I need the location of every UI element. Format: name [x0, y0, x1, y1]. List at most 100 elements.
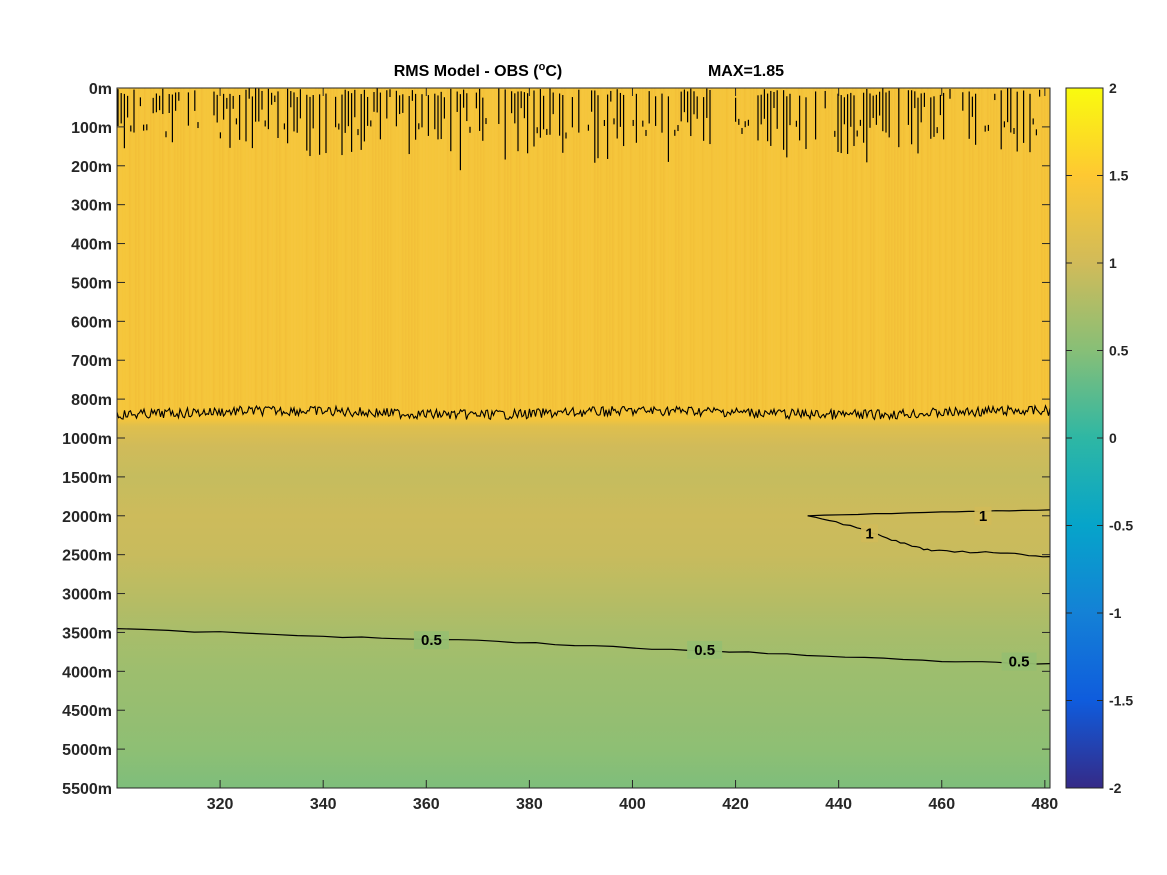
stripe	[798, 88, 800, 415]
stripe	[204, 88, 206, 415]
contour-label-bg	[974, 506, 992, 525]
stripe	[438, 88, 440, 415]
stripe	[351, 88, 353, 415]
stripe	[819, 88, 821, 415]
stripe	[801, 88, 803, 415]
stripe	[897, 88, 899, 415]
stripe	[396, 88, 398, 415]
stripe	[354, 88, 356, 415]
stripe	[231, 88, 233, 415]
stripe	[480, 88, 482, 415]
stripe	[579, 88, 581, 415]
stripe	[414, 88, 416, 415]
y-tick-label: 400m	[71, 237, 112, 254]
contour-label: 0.5	[1009, 654, 1030, 671]
stripe	[546, 88, 548, 415]
stripe	[357, 88, 359, 415]
stripe	[378, 88, 380, 415]
stripe	[1032, 88, 1034, 415]
stripe	[219, 88, 221, 415]
stripe	[144, 88, 146, 415]
stripe	[1035, 88, 1037, 415]
stripe	[843, 88, 845, 415]
stripe	[597, 88, 599, 415]
stripe	[570, 88, 572, 415]
stripe	[315, 88, 317, 415]
stripe	[612, 88, 614, 415]
stripe	[588, 88, 590, 415]
stripe	[966, 88, 968, 415]
stripe	[852, 88, 854, 415]
stripe	[255, 88, 257, 415]
stripe	[654, 88, 656, 415]
stripe	[165, 88, 167, 415]
stripe	[927, 88, 929, 415]
stripe	[669, 88, 671, 415]
stripe	[228, 88, 230, 415]
stripe	[201, 88, 203, 415]
stripe	[693, 88, 695, 415]
x-tick-label: 420	[722, 796, 749, 813]
stripe	[276, 88, 278, 415]
stripe	[855, 88, 857, 415]
stripe	[159, 88, 161, 415]
stripe	[462, 88, 464, 415]
stripe	[642, 88, 644, 415]
stripe	[660, 88, 662, 415]
stripe	[774, 88, 776, 415]
stripe	[477, 88, 479, 415]
stripe	[327, 88, 329, 415]
stripe	[990, 88, 992, 415]
stripe	[225, 88, 227, 415]
stripe	[699, 88, 701, 415]
stripe	[297, 88, 299, 415]
stripe	[465, 88, 467, 415]
stripe	[234, 88, 236, 415]
stripe	[756, 88, 758, 415]
stripe	[984, 88, 986, 415]
contour-1-upper	[807, 509, 1050, 517]
stripe	[663, 88, 665, 415]
contour-1-noisy	[117, 404, 1050, 421]
stripe	[246, 88, 248, 415]
stripe	[309, 88, 311, 415]
colorbar-tick-label: -1	[1109, 605, 1122, 621]
stripe	[483, 88, 485, 415]
stripe	[621, 88, 623, 415]
stripe	[624, 88, 626, 415]
stripe	[411, 88, 413, 415]
stripe	[429, 88, 431, 415]
stripe	[1005, 88, 1007, 415]
contour-label-bg	[687, 640, 723, 659]
stripe	[1047, 88, 1049, 415]
stripe	[222, 88, 224, 415]
stripe	[153, 88, 155, 415]
stripe	[240, 88, 242, 415]
stripe	[702, 88, 704, 415]
stripe	[729, 88, 731, 415]
y-tick-label: 300m	[71, 198, 112, 215]
contour-labels: 1 1 0.5 0.5 0.5	[413, 506, 1037, 671]
stripe	[303, 88, 305, 415]
stripe	[972, 88, 974, 415]
stripe	[333, 88, 335, 415]
stripe	[342, 88, 344, 415]
stripe	[288, 88, 290, 415]
stripe	[525, 88, 527, 415]
stripe	[873, 88, 875, 415]
colorbar-tick-label: -2	[1109, 780, 1122, 796]
y-tick-label: 100m	[71, 120, 112, 137]
stripe	[126, 88, 128, 415]
stripe	[447, 88, 449, 415]
stripe	[252, 88, 254, 415]
stripe	[630, 88, 632, 415]
stripe	[336, 88, 338, 415]
stripe	[258, 88, 260, 415]
stripe	[648, 88, 650, 415]
stripe	[738, 88, 740, 415]
stripe	[117, 88, 119, 415]
stripe	[531, 88, 533, 415]
stripe	[192, 88, 194, 415]
stripe	[906, 88, 908, 415]
